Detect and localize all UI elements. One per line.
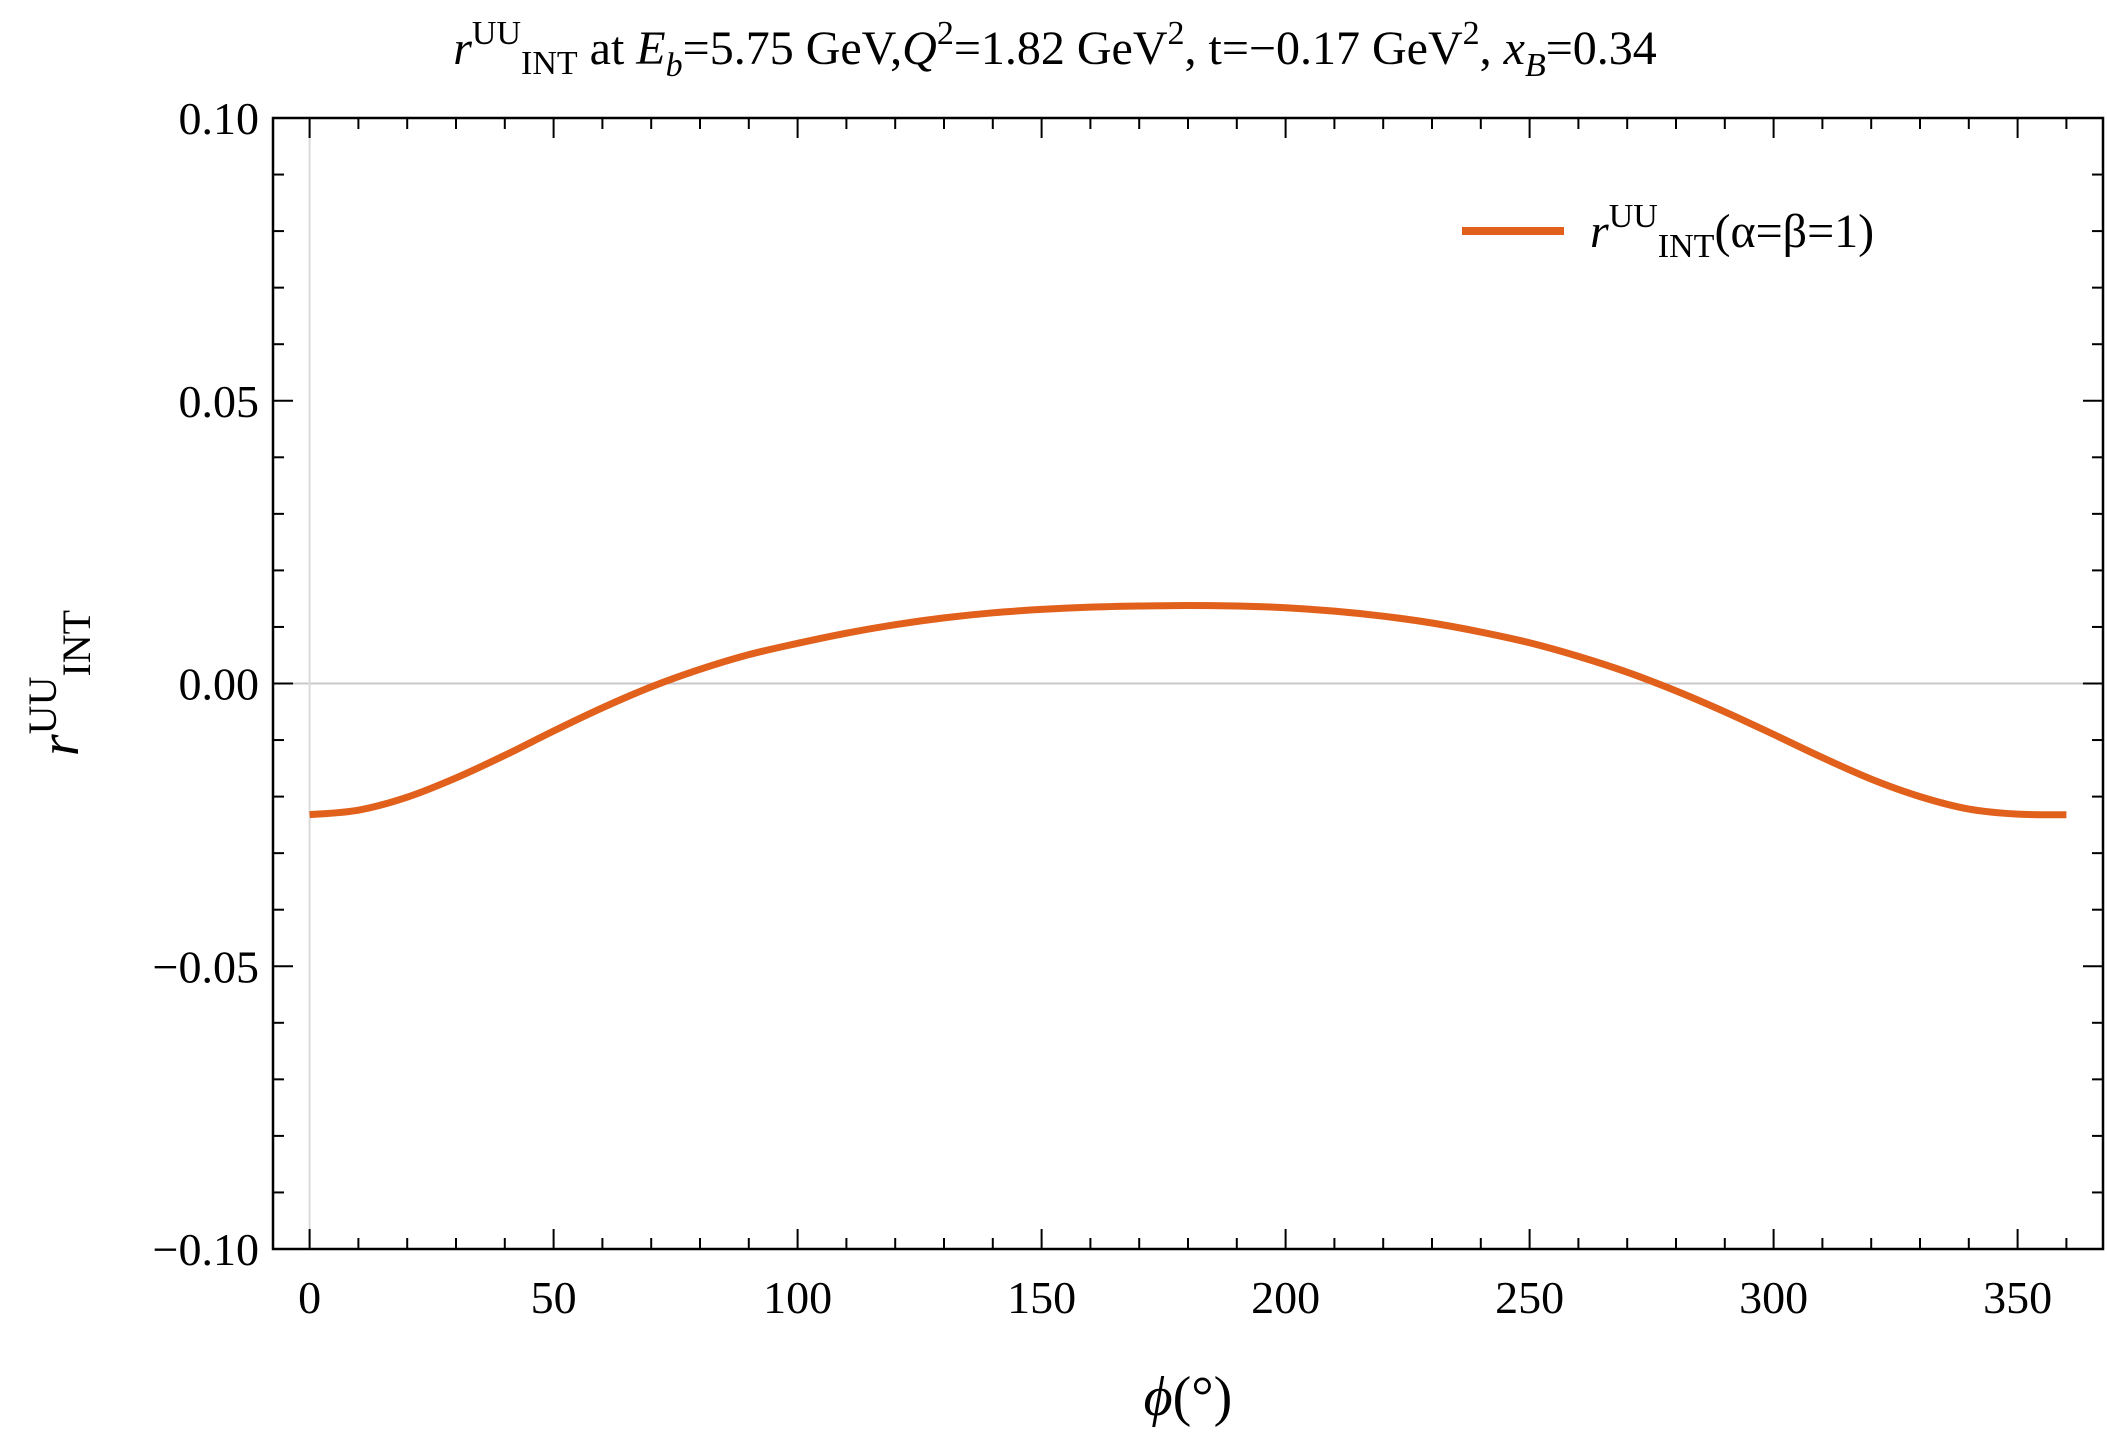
data-point (551, 728, 557, 734)
axis-ticks (273, 117, 2103, 1250)
data-point (843, 630, 849, 636)
data-point (1819, 755, 1825, 761)
data-point (1234, 603, 1240, 609)
x-tick-label: 350 (1983, 1272, 2052, 1323)
y-tick-label: 0.05 (179, 376, 260, 427)
data-point (1868, 776, 1874, 782)
data-point (2063, 812, 2069, 818)
y-tick-label: 0.00 (179, 659, 260, 710)
data-point (1527, 640, 1533, 646)
data-point (990, 610, 996, 616)
x-tick-label: 0 (298, 1272, 321, 1323)
data-point (697, 666, 703, 672)
x-tick-label: 50 (531, 1272, 577, 1323)
x-tick-label: 200 (1251, 1272, 1320, 1323)
data-point (2015, 811, 2021, 817)
series-line-r-uu-int (309, 601, 2067, 819)
data-point (1673, 688, 1679, 694)
data-point (1380, 613, 1386, 619)
data-point (1575, 653, 1581, 659)
legend: rUUINT(α=β=1) (1462, 198, 1874, 265)
data-point (355, 807, 361, 813)
data-point (599, 705, 605, 711)
data-point (1771, 731, 1777, 737)
chart-title: rUUINT at Eb=5.75 GeV,Q2=1.82 GeV2, t=−0… (453, 15, 1657, 84)
x-axis-title: ϕ(°) (1144, 1366, 1233, 1428)
data-point (746, 652, 752, 658)
data-point (1722, 709, 1728, 715)
data-point (453, 775, 459, 781)
series-points (307, 602, 2070, 817)
data-point (892, 622, 898, 628)
data-point (1087, 604, 1093, 610)
data-point (307, 812, 313, 818)
data-point (502, 752, 508, 758)
y-tick-label: 0.10 (179, 93, 260, 144)
y-tick-label: −0.10 (153, 1224, 259, 1275)
x-tick-labels: 0 50 100 150 200 250 300 350 (298, 1272, 2052, 1323)
data-point (1917, 794, 1923, 800)
legend-label: rUUINT(α=β=1) (1590, 198, 1874, 265)
data-point (795, 640, 801, 646)
data-point (404, 794, 410, 800)
data-point (1478, 629, 1484, 635)
data-point (1331, 608, 1337, 614)
data-point (1966, 806, 1972, 812)
y-tick-label: −0.05 (153, 941, 259, 992)
x-tick-label: 100 (763, 1272, 832, 1323)
data-point (1136, 603, 1142, 609)
x-tick-label: 250 (1495, 1272, 1564, 1323)
y-axis-title: rUUINT (20, 610, 99, 756)
data-point (1429, 620, 1435, 626)
data-point (941, 615, 947, 621)
data-point (648, 684, 654, 690)
data-point (1185, 602, 1191, 608)
data-point (1039, 606, 1045, 612)
data-point (1283, 605, 1289, 611)
x-tick-label: 300 (1739, 1272, 1808, 1323)
y-tick-labels: −0.10 −0.05 0.00 0.05 0.10 (153, 93, 259, 1275)
data-point (1624, 669, 1630, 675)
x-tick-label: 150 (1007, 1272, 1076, 1323)
